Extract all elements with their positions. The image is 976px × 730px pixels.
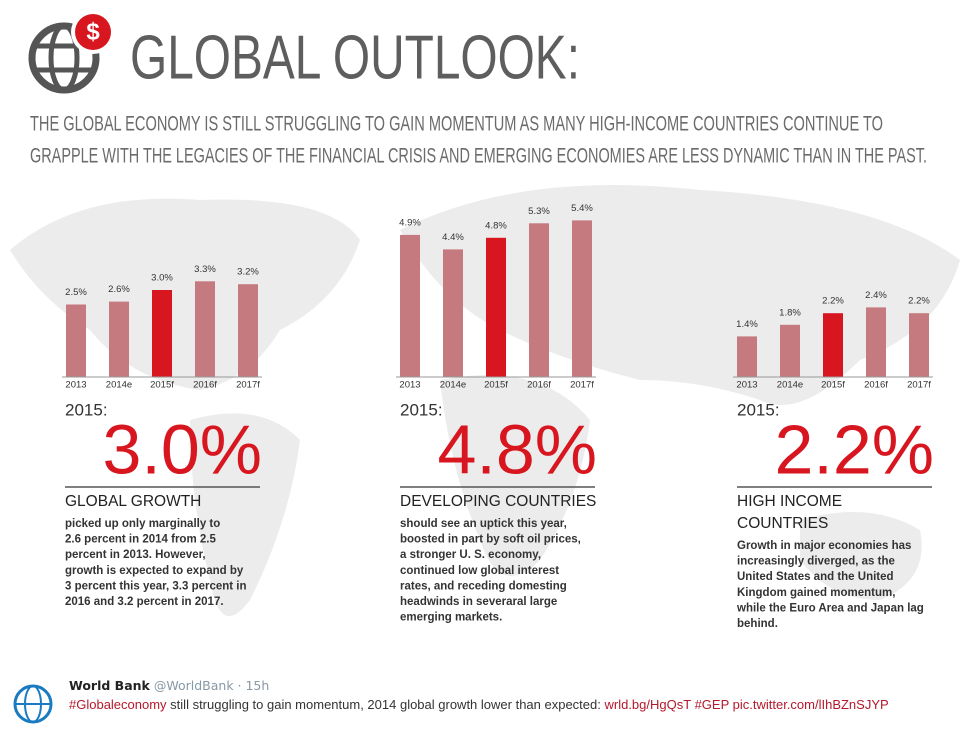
year-label: 2015: [65, 400, 108, 419]
bar [866, 307, 886, 377]
tweet: World Bank @WorldBank · 15h #Globalecono… [0, 672, 976, 730]
value-label: 3.0% [151, 273, 173, 284]
subtitle-line: THE GLOBAL ECONOMY IS STILL STRUGGLING T… [30, 113, 883, 136]
bar [443, 249, 463, 377]
panel-body: while the Euro Area and Japan lag [736, 602, 924, 614]
bar [529, 223, 549, 377]
panel-heading: DEVELOPING COUNTRIES [400, 493, 596, 510]
bar [823, 313, 843, 377]
value-label: 2.5% [65, 287, 87, 298]
value-label: 5.4% [571, 203, 593, 214]
value-label: 4.4% [442, 232, 464, 243]
bar [400, 234, 420, 377]
avatar[interactable] [13, 684, 53, 724]
panel-body: a stronger U. S. economy, [400, 549, 541, 561]
bar [152, 290, 172, 377]
panel-body: rates, and receding domesting [400, 580, 567, 592]
bar [109, 301, 129, 377]
value-label: 4.9% [399, 217, 421, 228]
svg-text:$: $ [86, 18, 100, 45]
panel-heading: COUNTRIES [737, 515, 828, 532]
x-tick-label: 2014e [440, 380, 466, 391]
panel-body: behind. [737, 618, 778, 630]
panel-body: emerging markets. [400, 612, 502, 624]
panel-body: 2016 and 3.2 percent in 2017. [65, 596, 224, 608]
value-label: 2.2% [908, 296, 930, 307]
x-tick-label: 2014e [777, 380, 803, 391]
hashtag[interactable]: #Globaleconomy [69, 697, 167, 712]
bar [195, 281, 215, 377]
hashtag[interactable]: #GEP [690, 697, 730, 712]
panel-body: increasingly diverged, as the [737, 556, 895, 568]
bar [909, 313, 929, 377]
panel-body: continued low global interest [400, 565, 559, 577]
x-tick-label: 2013 [736, 380, 757, 391]
subtitle-line: GRAPPLE WITH THE LEGACIES OF THE FINANCI… [30, 145, 927, 168]
panel-heading: GLOBAL GROWTH [65, 493, 201, 510]
bar [780, 324, 800, 377]
panel-body: should see an uptick this year, [400, 518, 567, 530]
value-label: 5.3% [528, 206, 550, 217]
x-tick-label: 2017f [907, 380, 931, 391]
value-label: 3.2% [237, 267, 259, 278]
bar [737, 336, 757, 377]
title: GLOBAL OUTLOOK: [130, 23, 580, 92]
link[interactable]: wrld.bg/HgQsT [604, 697, 691, 712]
value-label: 1.4% [736, 319, 758, 330]
bar [66, 304, 86, 377]
value-label: 4.8% [485, 220, 507, 231]
x-tick-label: 2016f [527, 380, 551, 391]
author-handle[interactable]: @WorldBank · 15h [153, 678, 270, 693]
panel-body: picked up only marginally to [65, 518, 220, 530]
panel-body: headwinds in severaral large [400, 596, 557, 608]
panel-body: Growth in major economies has [737, 540, 911, 552]
bar [486, 237, 506, 377]
x-tick-label: 2015f [484, 380, 508, 391]
x-tick-label: 2015f [821, 380, 845, 391]
panel-body: boosted in part by soft oil prices, [400, 534, 581, 546]
globe-icon: $ [28, 10, 115, 94]
value-label: 1.8% [779, 307, 801, 318]
panel-body: United States and the United [737, 571, 894, 583]
panel-body: percent in 2013. However, [65, 549, 206, 561]
x-tick-label: 2017f [236, 380, 260, 391]
x-tick-label: 2013 [399, 380, 420, 391]
panel-body: 3 percent this year, 3.3 percent in [65, 580, 247, 592]
author-name[interactable]: World Bank [69, 678, 150, 693]
tweet-text: #Globaleconomy still struggling to gain … [69, 697, 889, 712]
x-tick-label: 2013 [65, 380, 86, 391]
value-label: 2.6% [108, 284, 130, 295]
panel-body: growth is expected to expand by [65, 565, 244, 577]
year-label: 2015: [400, 400, 443, 419]
x-tick-label: 2017f [570, 380, 594, 391]
panel-body: 2.6 percent in 2014 from 2.5 [65, 534, 216, 546]
x-tick-label: 2016f [193, 380, 217, 391]
world-map [10, 185, 960, 616]
tweet-body: still struggling to gain momentum, 2014 … [166, 697, 605, 712]
big-number: 2.2% [774, 410, 934, 488]
big-number: 3.0% [102, 410, 262, 488]
bar [572, 220, 592, 377]
panel-body: Kingdom gained momentum, [737, 587, 895, 599]
tweet-author: World Bank @WorldBank · 15h [69, 678, 269, 693]
panel-heading: HIGH INCOME [737, 493, 842, 510]
pic-link[interactable]: pic.twitter.com/lIhBZnSJYP [729, 697, 889, 712]
year-label: 2015: [737, 400, 780, 419]
value-label: 3.3% [194, 264, 216, 275]
x-tick-label: 2014e [106, 380, 132, 391]
value-label: 2.2% [822, 296, 844, 307]
bar [238, 284, 258, 377]
x-tick-label: 2016f [864, 380, 888, 391]
big-number: 4.8% [437, 410, 597, 488]
value-label: 2.4% [865, 290, 887, 301]
x-tick-label: 2015f [150, 380, 174, 391]
infographic: $ GLOBAL OUTLOOK: THE GLOBAL ECONOMY IS … [10, 10, 960, 631]
